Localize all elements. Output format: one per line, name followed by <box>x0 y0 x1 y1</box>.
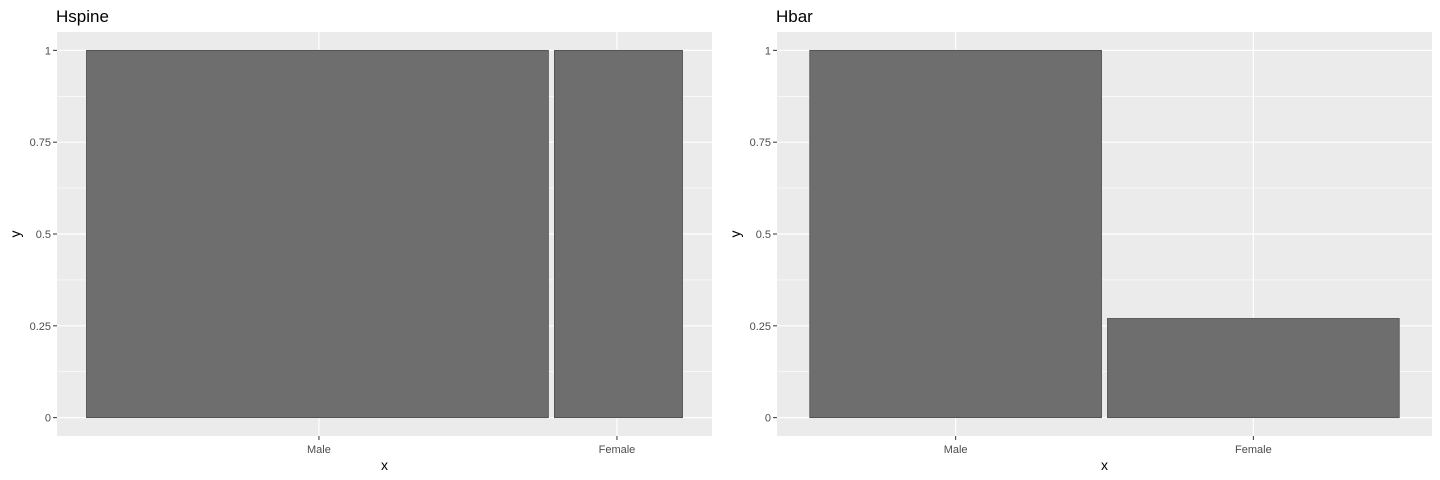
y-tick-label: 0.75 <box>30 137 51 149</box>
y-tick-label: 0 <box>765 413 771 425</box>
y-tick-label: 0.5 <box>36 229 51 241</box>
chart-panel-2: 0 0.25 0.5 0.75 1 Male Female Hbar x y <box>727 7 1432 473</box>
y-tick-label: 1 <box>765 45 771 57</box>
x-axis-title: x <box>1101 457 1108 473</box>
bar-female <box>553 49 683 419</box>
x-tick-label: Male <box>307 444 331 456</box>
y-tick-label: 1 <box>45 45 51 57</box>
chart-panel-1: 0 0.25 0.5 0.75 1 Male Female Hspine x y <box>7 7 712 473</box>
y-axis-title: y <box>7 231 23 238</box>
bar-male <box>809 49 1102 419</box>
bar-male <box>86 49 549 419</box>
x-tick-label: Male <box>944 444 968 456</box>
y-tick-label: 0.75 <box>750 137 771 149</box>
x-tick-label: Female <box>1235 444 1272 456</box>
x-tick-label: Female <box>599 444 636 456</box>
y-tick-label: 0.25 <box>750 321 771 333</box>
y-tick-label: 0 <box>45 413 51 425</box>
x-axis-title: x <box>381 457 388 473</box>
y-tick-label: 0.25 <box>30 321 51 333</box>
y-tick-label: 0.5 <box>756 229 771 241</box>
y-axis-title: y <box>727 231 743 238</box>
chart-title: Hspine <box>56 7 109 26</box>
chart-title: Hbar <box>776 7 813 26</box>
bar-female <box>1107 318 1400 419</box>
